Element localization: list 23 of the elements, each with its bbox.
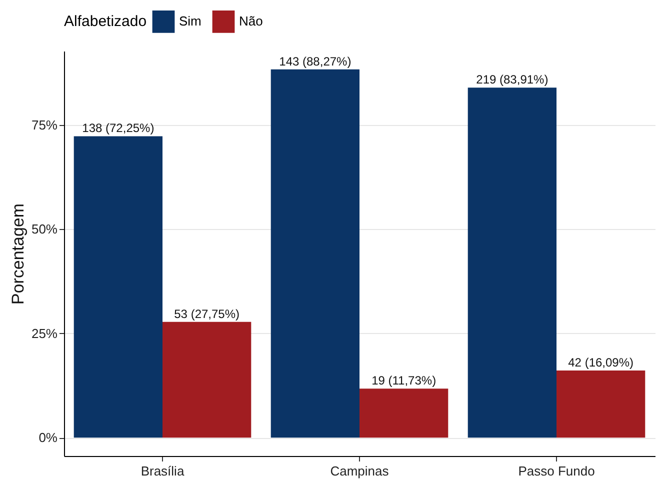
y-tick-label: 75% [31, 117, 58, 132]
y-axis-title: Porcentagem [8, 203, 28, 305]
bar [468, 88, 556, 438]
y-tick-label: 0% [38, 430, 58, 446]
x-tick-label: Campinas [330, 464, 390, 478]
legend-label: Não [239, 14, 263, 29]
data-label: 138 (72,25%) [82, 121, 154, 136]
legend-title: Alfabetizado [64, 13, 147, 30]
bar [74, 136, 162, 438]
bar [162, 322, 252, 438]
x-tick-label: Brasília [140, 464, 185, 478]
data-label: 219 (83,91%) [476, 72, 548, 87]
bar [556, 370, 646, 438]
bar [360, 388, 448, 438]
data-label: 143 (88,27%) [279, 54, 352, 68]
data-label: 19 (11,73%) [372, 374, 436, 388]
bar [270, 69, 360, 438]
y-tick-label: 25% [31, 326, 58, 341]
legend-label: Sim [179, 14, 202, 29]
x-tick-label: Passo Fundo [518, 464, 595, 478]
y-tick-label: 50% [31, 222, 58, 237]
data-label: 53 (27,75%) [174, 306, 240, 321]
data-label: 42 (16,09%) [568, 355, 634, 370]
